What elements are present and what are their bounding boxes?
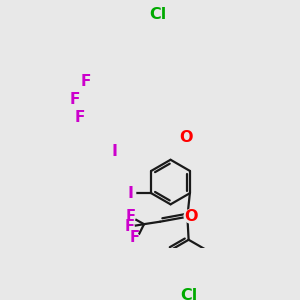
Text: F: F <box>80 74 91 89</box>
Circle shape <box>80 76 91 87</box>
Text: F: F <box>125 209 135 224</box>
Text: F: F <box>69 92 80 106</box>
Circle shape <box>125 212 135 222</box>
Text: Cl: Cl <box>149 8 166 22</box>
Circle shape <box>125 188 136 199</box>
Text: F: F <box>74 110 85 125</box>
Circle shape <box>178 130 193 145</box>
Text: O: O <box>179 130 193 145</box>
Text: Cl: Cl <box>180 288 197 300</box>
Circle shape <box>69 94 80 104</box>
Circle shape <box>124 222 134 232</box>
Text: I: I <box>111 144 117 159</box>
Circle shape <box>181 288 196 300</box>
Circle shape <box>184 209 198 223</box>
Text: F: F <box>129 230 139 245</box>
Circle shape <box>129 233 139 243</box>
Circle shape <box>74 112 85 123</box>
Circle shape <box>149 6 166 23</box>
Text: F: F <box>124 219 134 234</box>
Text: I: I <box>127 186 133 201</box>
Text: O: O <box>184 209 198 224</box>
Circle shape <box>108 145 120 157</box>
